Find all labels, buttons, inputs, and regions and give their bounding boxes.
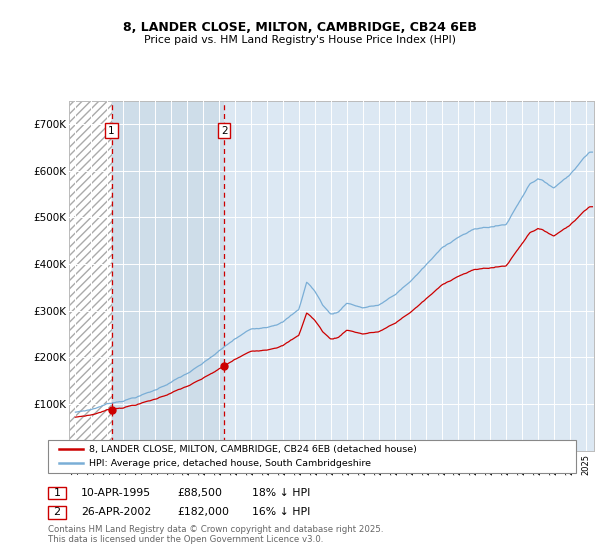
Text: 1: 1 <box>108 125 115 136</box>
Text: Price paid vs. HM Land Registry's House Price Index (HPI): Price paid vs. HM Land Registry's House … <box>144 35 456 45</box>
Text: 2: 2 <box>53 507 61 517</box>
Text: Contains HM Land Registry data © Crown copyright and database right 2025.
This d: Contains HM Land Registry data © Crown c… <box>48 525 383 544</box>
Text: 1: 1 <box>53 488 61 498</box>
Text: £88,500: £88,500 <box>177 488 222 498</box>
Text: HPI: Average price, detached house, South Cambridgeshire: HPI: Average price, detached house, Sout… <box>89 459 371 468</box>
Text: 16% ↓ HPI: 16% ↓ HPI <box>252 507 310 517</box>
Text: 8, LANDER CLOSE, MILTON, CAMBRIDGE, CB24 6EB (detached house): 8, LANDER CLOSE, MILTON, CAMBRIDGE, CB24… <box>89 445 416 454</box>
Text: 18% ↓ HPI: 18% ↓ HPI <box>252 488 310 498</box>
Text: £182,000: £182,000 <box>177 507 229 517</box>
Bar <box>112 101 224 451</box>
Text: 10-APR-1995: 10-APR-1995 <box>81 488 151 498</box>
Bar <box>67 101 112 451</box>
Text: 2: 2 <box>221 125 227 136</box>
Text: 26-APR-2002: 26-APR-2002 <box>81 507 151 517</box>
Text: 8, LANDER CLOSE, MILTON, CAMBRIDGE, CB24 6EB: 8, LANDER CLOSE, MILTON, CAMBRIDGE, CB24… <box>123 21 477 34</box>
